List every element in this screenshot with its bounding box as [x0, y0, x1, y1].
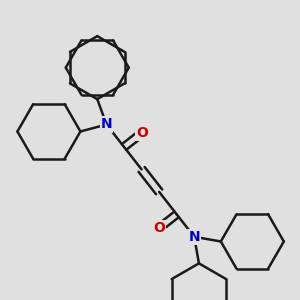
Text: O: O: [153, 221, 165, 235]
Text: N: N: [101, 118, 112, 131]
Text: N: N: [188, 230, 200, 244]
Text: O: O: [136, 126, 148, 140]
